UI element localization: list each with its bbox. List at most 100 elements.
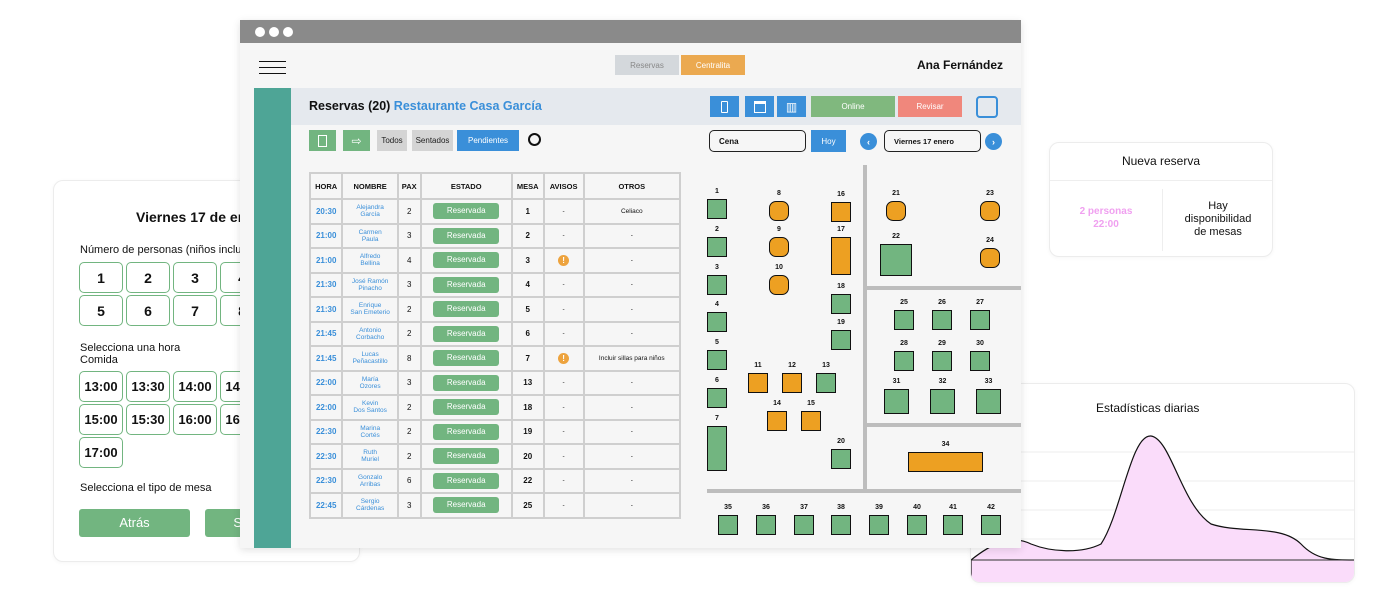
people-option[interactable]: 7: [173, 295, 217, 326]
floor-table-22[interactable]: [880, 244, 912, 276]
floor-table-9[interactable]: [769, 237, 789, 257]
floor-table-27[interactable]: [970, 310, 990, 330]
floor-table-17[interactable]: [831, 237, 851, 275]
status-badge[interactable]: Reservada: [433, 301, 500, 318]
floor-table-26[interactable]: [932, 310, 952, 330]
table-row[interactable]: 20:30 Alejandra García 2 Reservada 1- Celiaco: [308, 198, 682, 225]
people-option[interactable]: 1: [79, 262, 123, 293]
people-option[interactable]: 5: [79, 295, 123, 326]
floor-table-29[interactable]: [932, 351, 952, 371]
people-option[interactable]: 2: [126, 262, 170, 293]
floor-table-8[interactable]: [769, 201, 789, 221]
floor-table-21[interactable]: [886, 201, 906, 221]
row-name[interactable]: Gonzalo Arribas: [341, 467, 399, 494]
status-badge[interactable]: Reservada: [433, 325, 500, 342]
floor-table-38[interactable]: [831, 515, 851, 535]
floor-table-31[interactable]: [884, 389, 909, 414]
hour-option[interactable]: 13:00: [79, 371, 123, 402]
warning-icon[interactable]: !: [558, 352, 570, 364]
floor-table-15[interactable]: [801, 411, 821, 431]
floor-table-33[interactable]: [976, 389, 1001, 414]
table-row[interactable]: 21:00 Alfredo Bellina 4 Reservada 3! -: [308, 247, 682, 274]
hour-option[interactable]: 15:00: [79, 404, 123, 435]
floor-table-11[interactable]: [748, 373, 768, 393]
back-button[interactable]: Atrás: [79, 509, 190, 537]
row-name[interactable]: Alejandra García: [341, 198, 399, 225]
floor-table-18[interactable]: [831, 294, 851, 314]
hour-option[interactable]: 13:30: [126, 371, 170, 402]
floor-table-4[interactable]: [707, 312, 727, 332]
table-row[interactable]: 22:30 Marina Cortés 2 Reservada 19- -: [308, 418, 682, 445]
row-name[interactable]: María Ozores: [341, 369, 399, 396]
table-row[interactable]: 21:45 Lucas Peñacastillo 8 Reservada 7! Inclui…: [308, 345, 682, 372]
floor-table-25[interactable]: [894, 310, 914, 330]
floor-table-19[interactable]: [831, 330, 851, 350]
table-row[interactable]: 22:00 María Ozores 3 Reservada 13- -: [308, 369, 682, 396]
floor-table-40[interactable]: [907, 515, 927, 535]
row-name[interactable]: Sergio Cárdenas: [341, 492, 399, 519]
search-icon[interactable]: [528, 133, 541, 146]
table-row[interactable]: 22:45 Sergio Cárdenas 3 Reservada 25- -: [308, 492, 682, 519]
people-option[interactable]: 3: [173, 262, 217, 293]
floor-table-32[interactable]: [930, 389, 955, 414]
row-name[interactable]: Carmen Paula: [341, 222, 399, 249]
status-badge[interactable]: Reservada: [433, 203, 500, 220]
next-day-button[interactable]: ›: [985, 133, 1002, 150]
row-name[interactable]: Kevin Dos Santos: [341, 394, 399, 421]
floor-table-3[interactable]: [707, 275, 727, 295]
floor-table-5[interactable]: [707, 350, 727, 370]
floor-table-30[interactable]: [970, 351, 990, 371]
today-button[interactable]: Hoy: [811, 130, 846, 152]
floor-table-20[interactable]: [831, 449, 851, 469]
floor-table-28[interactable]: [894, 351, 914, 371]
mobile-button[interactable]: [710, 96, 739, 117]
table-row[interactable]: 21:00 Carmen Paula 3 Reservada 2- -: [308, 222, 682, 249]
service-select[interactable]: Cena: [709, 130, 806, 152]
table-row[interactable]: 21:45 Antonio Corbacho 2 Reservada 6- -: [308, 320, 682, 347]
floor-table-16[interactable]: [831, 202, 851, 222]
row-name[interactable]: Ruth Muriel: [341, 443, 399, 470]
floor-table-10[interactable]: [769, 275, 789, 295]
floor-table-42[interactable]: [981, 515, 1001, 535]
hour-option[interactable]: 14:00: [173, 371, 217, 402]
status-badge[interactable]: Reservada: [433, 374, 500, 391]
floor-table-12[interactable]: [782, 373, 802, 393]
filter-pendientes[interactable]: Pendientes: [457, 130, 519, 151]
hour-option[interactable]: 16:00: [173, 404, 217, 435]
tab-centralita[interactable]: Centralita: [681, 55, 745, 75]
status-badge[interactable]: Reservada: [433, 227, 500, 244]
row-name[interactable]: Antonio Corbacho: [341, 320, 399, 347]
floor-table-37[interactable]: [794, 515, 814, 535]
floor-table-35[interactable]: [718, 515, 738, 535]
floor-table-39[interactable]: [869, 515, 889, 535]
status-badge[interactable]: Reservada: [433, 472, 500, 489]
warning-icon[interactable]: !: [558, 254, 570, 266]
filter-sentados[interactable]: Sentados: [412, 130, 453, 151]
floor-table-36[interactable]: [756, 515, 776, 535]
review-button[interactable]: Revisar: [898, 96, 962, 117]
date-picker[interactable]: Viernes 17 enero: [884, 130, 981, 152]
exit-button[interactable]: ⇨: [343, 130, 370, 151]
status-badge[interactable]: Reservada: [433, 399, 500, 416]
stats-button[interactable]: ▥: [777, 96, 806, 117]
user-name[interactable]: Ana Fernández: [917, 58, 1004, 72]
status-badge[interactable]: Reservada: [433, 252, 500, 269]
floor-table-2[interactable]: [707, 237, 727, 257]
status-badge[interactable]: Reservada: [433, 276, 500, 293]
floor-table-24[interactable]: [980, 248, 1000, 268]
status-badge[interactable]: Reservada: [433, 497, 500, 514]
status-badge[interactable]: Reservada: [433, 350, 500, 367]
floor-table-7[interactable]: [707, 426, 727, 471]
floor-table-1[interactable]: [707, 199, 727, 219]
floor-table-6[interactable]: [707, 388, 727, 408]
table-row[interactable]: 22:00 Kevin Dos Santos 2 Reservada 18- -: [308, 394, 682, 421]
filter-todos[interactable]: Todos: [377, 130, 407, 151]
floor-table-23[interactable]: [980, 201, 1000, 221]
tab-reservas[interactable]: Reservas: [615, 55, 679, 75]
hamburger-menu-icon[interactable]: [259, 61, 286, 74]
people-option[interactable]: 6: [126, 295, 170, 326]
status-badge[interactable]: Reservada: [433, 423, 500, 440]
calendar-button[interactable]: [745, 96, 774, 117]
floor-table-34[interactable]: [908, 452, 983, 472]
floor-table-13[interactable]: [816, 373, 836, 393]
